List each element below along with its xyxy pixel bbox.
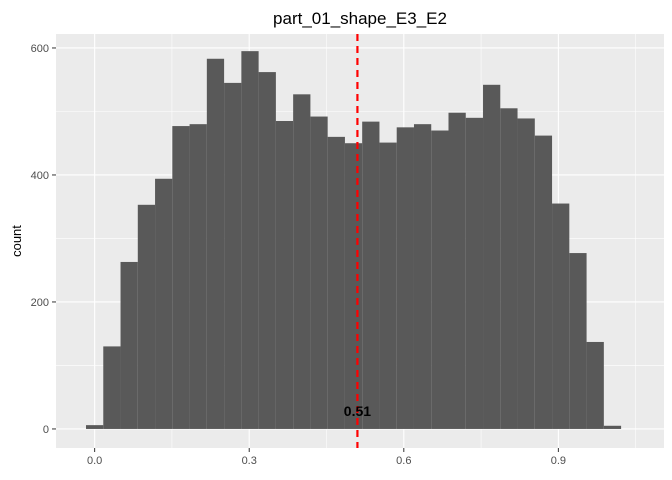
histogram-bar — [413, 124, 432, 429]
histogram-bar — [431, 130, 449, 429]
histogram-bar — [603, 425, 622, 429]
histogram-bar — [275, 120, 294, 429]
histogram-bar — [500, 108, 518, 429]
histogram-bar — [310, 116, 328, 429]
histogram-bar — [552, 203, 570, 429]
x-tick-label: 0.6 — [396, 455, 411, 467]
reference-value-label: 0.51 — [344, 403, 371, 419]
histogram-bar — [344, 143, 363, 429]
chart-title: part_01_shape_E3_E2 — [273, 9, 447, 28]
y-axis-label: count — [9, 225, 24, 257]
histogram-bar — [379, 142, 397, 429]
y-tick-label: 600 — [31, 43, 49, 55]
histogram-bar — [224, 82, 242, 429]
x-tick-label: 0.9 — [551, 455, 566, 467]
histogram-bar — [534, 135, 553, 429]
axes: 0.0 0.3 0.6 0.9 0 200 400 600 — [31, 43, 566, 467]
histogram-bar — [241, 51, 259, 429]
histogram-bar — [327, 136, 345, 429]
histogram-bar — [569, 253, 587, 429]
y-tick-label: 200 — [31, 297, 49, 309]
histogram-bar — [120, 261, 138, 429]
x-tick-label: 0.3 — [242, 455, 257, 467]
histogram-bar — [362, 121, 380, 429]
histogram-bar — [396, 127, 414, 429]
y-tick-label: 400 — [31, 170, 49, 182]
histogram-bar — [465, 117, 484, 429]
histogram-bar — [258, 72, 276, 429]
histogram-bar — [448, 112, 466, 429]
histogram-bar — [172, 126, 190, 429]
histogram-bar — [483, 84, 501, 429]
x-tick-label: 0.0 — [87, 455, 102, 467]
histogram-bar — [586, 341, 604, 429]
histogram-bar — [155, 178, 173, 429]
histogram-bar — [137, 204, 156, 429]
histogram-bar — [86, 425, 104, 429]
histogram-bars — [86, 51, 622, 429]
histogram-bar — [189, 124, 207, 429]
histogram-bar — [293, 94, 311, 429]
histogram-bar — [103, 346, 121, 429]
histogram-bar — [206, 58, 225, 429]
histogram-bar — [517, 118, 535, 429]
y-tick-label: 0 — [43, 424, 49, 436]
